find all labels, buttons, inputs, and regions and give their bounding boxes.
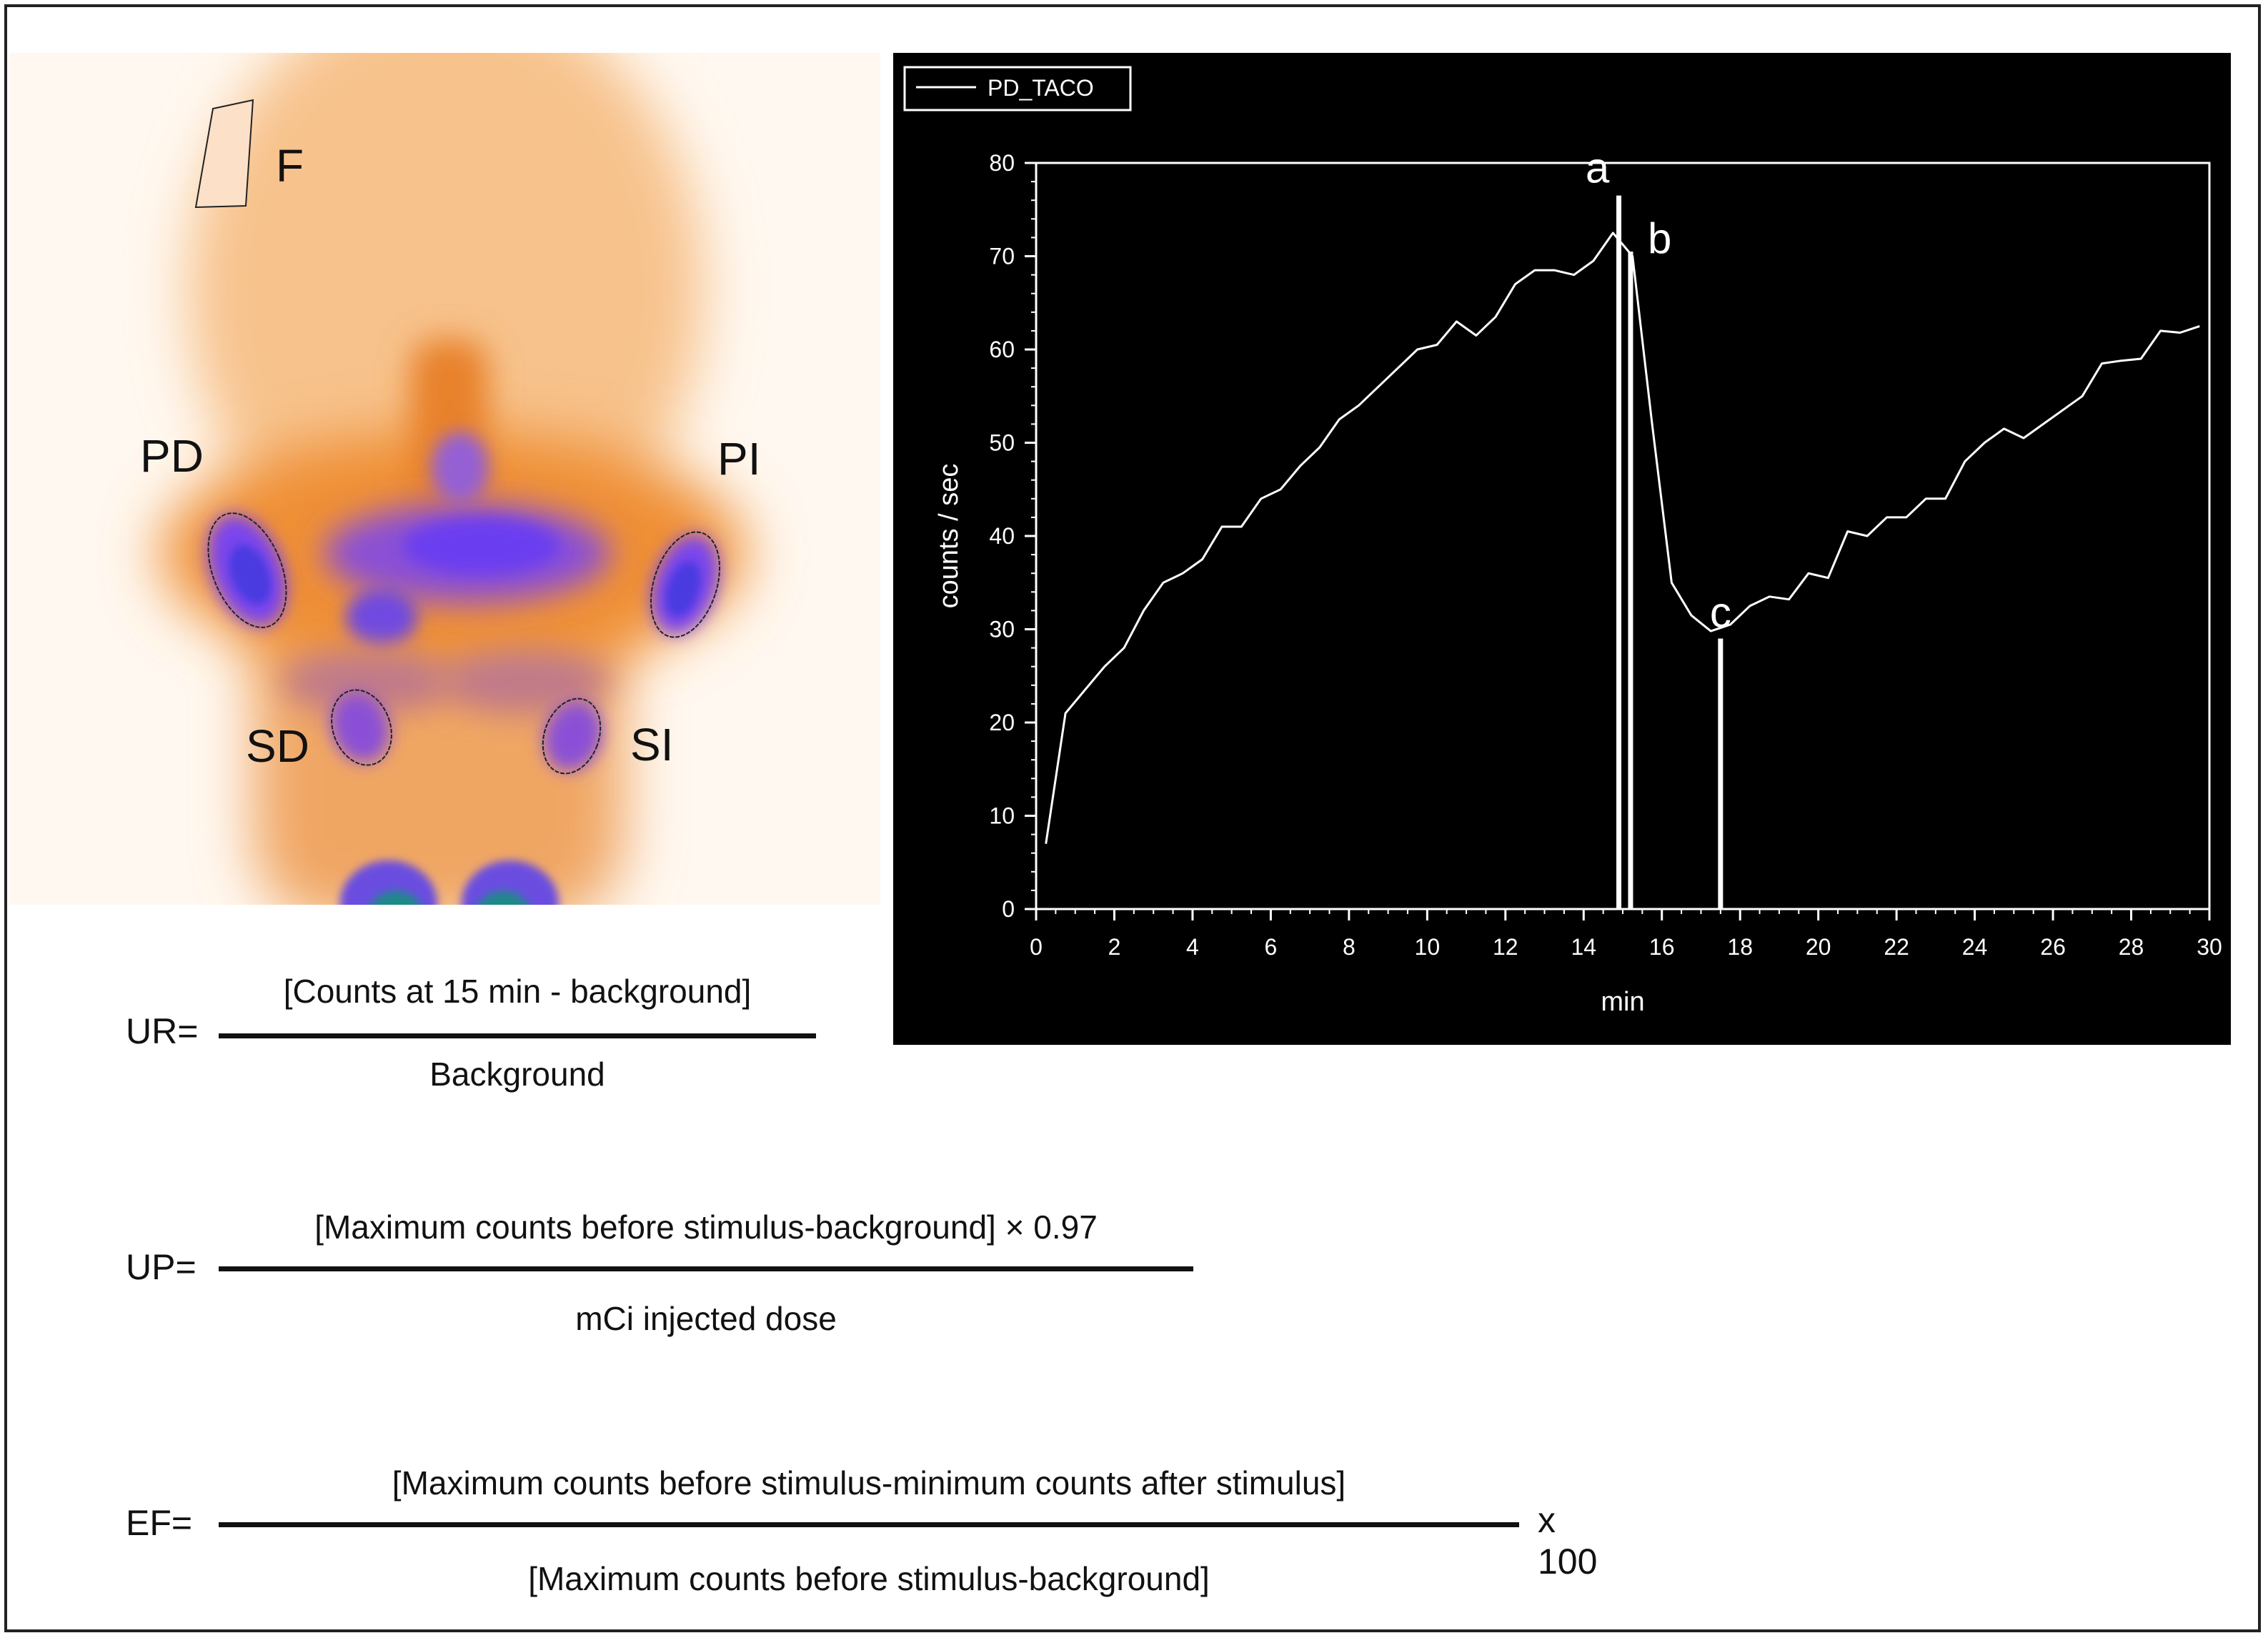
- roi-frontal: [194, 99, 254, 209]
- series-line-pd-taco: [1045, 232, 2200, 844]
- x-tick-label: 28: [2119, 934, 2144, 960]
- x-tick-label: 12: [1493, 934, 1518, 960]
- y-tick-label: 40: [989, 523, 1015, 549]
- y-tick-label: 30: [989, 617, 1015, 642]
- x-tick-label: 10: [1415, 934, 1441, 960]
- y-tick-label: 70: [989, 244, 1015, 269]
- head-uptake: [189, 0, 703, 589]
- y-tick-label: 50: [989, 430, 1015, 456]
- x-tick-label: 18: [1727, 934, 1753, 960]
- formula-ef-label: EF=: [126, 1503, 193, 1543]
- label-pi: PI: [717, 433, 760, 485]
- x-tick-label: 24: [1962, 934, 1988, 960]
- x-tick-label: 26: [2040, 934, 2066, 960]
- formula-ef-denominator: [Maximum counts before stimulus-backgrou…: [528, 1560, 1210, 1597]
- label-sd: SD: [246, 720, 309, 772]
- roi-parotid-right: [207, 512, 287, 628]
- legend-label: PD_TACO: [988, 75, 1094, 101]
- annotation-label-b: b: [1648, 214, 1671, 262]
- time-activity-chart: PD_TACO 0 10 20 30 40 50 60 70 80 0 2 4 6 8 10 12 14 16 18…: [893, 53, 2231, 1045]
- formula-up-label: UP=: [126, 1247, 197, 1287]
- roi-parotid-left: [650, 531, 720, 638]
- x-tick-label: 2: [1108, 934, 1121, 960]
- formula-ef-numerator: [Maximum counts before stimulus-minimum …: [392, 1464, 1346, 1502]
- y-tick-label: 0: [1002, 896, 1015, 922]
- formula-up-fraction-bar: [219, 1266, 1193, 1271]
- x-tick-label: 6: [1265, 934, 1278, 960]
- formula-ur-label: UR=: [126, 1011, 199, 1051]
- annotation-label-c: c: [1710, 589, 1731, 637]
- formula-ur-fraction-bar: [219, 1033, 816, 1038]
- plot-frame: [1035, 162, 2211, 910]
- formula-ef-multiplier: x 100: [1538, 1500, 1598, 1582]
- formula-up-denominator: mCi injected dose: [575, 1300, 837, 1337]
- formula-up-numerator: [Maximum counts before stimulus-backgrou…: [314, 1208, 1098, 1246]
- roi-submandibular-left: [542, 698, 602, 775]
- formula-ur-denominator: Background: [429, 1056, 605, 1093]
- formula-ef-fraction-bar: [219, 1522, 1519, 1527]
- y-axis-label: counts / sec: [934, 464, 964, 609]
- y-tick-label: 60: [989, 337, 1015, 362]
- x-tick-label: 4: [1186, 934, 1199, 960]
- y-tick-label: 80: [989, 150, 1015, 176]
- scintigraphy-image: F PD PI SD SI: [10, 0, 880, 946]
- x-tick-label: 0: [1030, 934, 1043, 960]
- formula-ur-numerator: [Counts at 15 min - background]: [283, 973, 752, 1010]
- x-tick-label: 30: [2197, 934, 2222, 960]
- x-tick-label: 8: [1343, 934, 1356, 960]
- x-tick-label: 22: [1884, 934, 1909, 960]
- x-tick-label: 16: [1649, 934, 1675, 960]
- roi-submandibular-right: [331, 689, 392, 766]
- x-tick-label: 14: [1571, 934, 1596, 960]
- x-tick-label: 20: [1806, 934, 1831, 960]
- figure-frame: F PD PI SD SI PD_TACO 0 10 20 30 40 50 60 70 80 0…: [4, 0, 2261, 1632]
- legend-box: [903, 66, 1132, 111]
- x-axis-label: min: [1601, 987, 1644, 1017]
- scan-svg: F PD PI SD SI: [10, 0, 880, 946]
- y-tick-label: 10: [989, 803, 1015, 829]
- annotation-label-a: a: [1586, 144, 1610, 192]
- label-f: F: [276, 140, 304, 192]
- label-pd: PD: [140, 430, 204, 482]
- y-tick-label: 20: [989, 710, 1015, 735]
- label-si: SI: [630, 719, 673, 770]
